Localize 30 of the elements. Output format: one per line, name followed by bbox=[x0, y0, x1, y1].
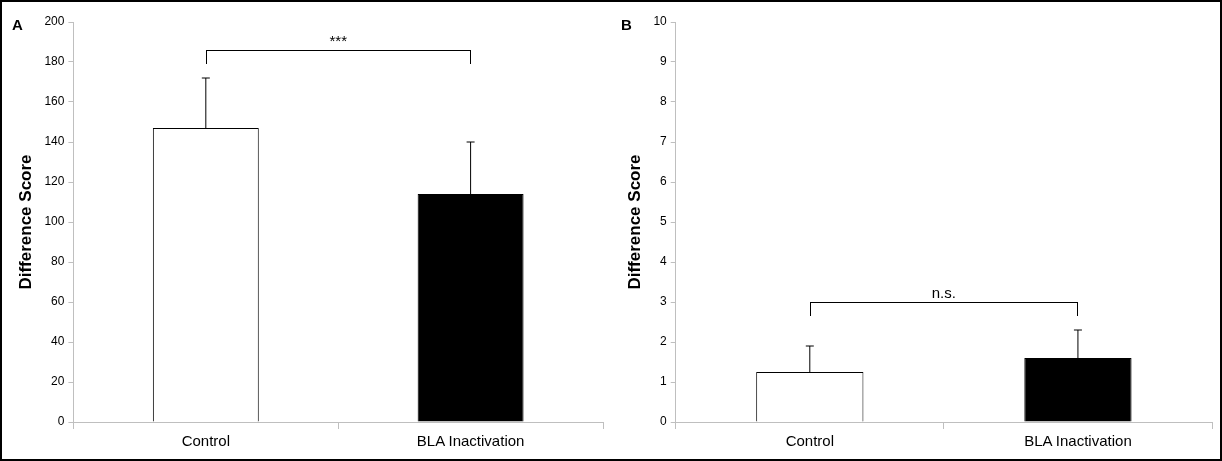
y-tick-label: 4 bbox=[660, 254, 668, 269]
y-tick-label: 3 bbox=[660, 294, 668, 309]
y-tick-label: 8 bbox=[660, 94, 668, 109]
text: A bbox=[12, 15, 23, 33]
y-tick-label: 140 bbox=[44, 134, 65, 149]
y-tick-label: 1 bbox=[660, 374, 668, 389]
y-tick-label: 5 bbox=[660, 214, 668, 229]
y-tick-label: 0 bbox=[660, 414, 668, 429]
text: B bbox=[621, 15, 632, 33]
y-tick-label: 6 bbox=[660, 174, 668, 189]
x-tick-label: Control bbox=[181, 432, 230, 450]
y-tick-label: 80 bbox=[51, 254, 65, 269]
annotation: n.s. bbox=[931, 283, 956, 301]
y-tick-label: 20 bbox=[51, 374, 65, 389]
y-tick-label: 40 bbox=[51, 334, 65, 349]
x-tick-label: Control bbox=[785, 432, 834, 450]
y-tick-label: 160 bbox=[44, 94, 65, 109]
x-tick-label: BLA Inactivation bbox=[1024, 432, 1132, 450]
y-tick-label: 120 bbox=[44, 174, 65, 189]
y-tick-label: 2 bbox=[660, 334, 668, 349]
y-axis-title: Difference Score bbox=[15, 154, 35, 290]
y-tick-label: 180 bbox=[44, 54, 65, 69]
y-tick-label: 0 bbox=[57, 414, 65, 429]
y-tick-label: 7 bbox=[660, 134, 668, 149]
y-tick-label: 100 bbox=[44, 214, 65, 229]
y-tick-label: 60 bbox=[51, 294, 65, 309]
y-tick-label: 9 bbox=[660, 54, 668, 69]
x-tick-label: BLA Inactivation bbox=[416, 432, 525, 450]
y-axis-title: Difference Score bbox=[624, 154, 644, 290]
annotation: *** bbox=[329, 31, 348, 49]
